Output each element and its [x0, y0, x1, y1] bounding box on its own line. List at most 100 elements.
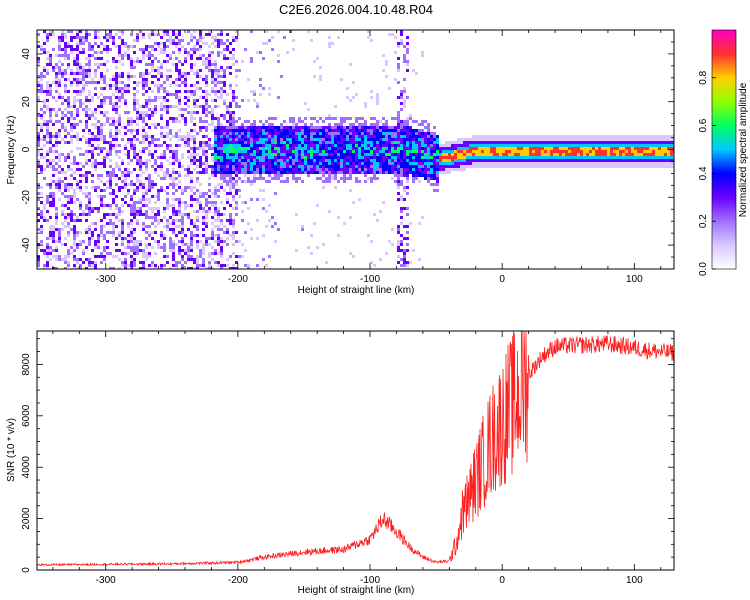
spectrogram-cell [280, 171, 283, 174]
spectrogram-cell [655, 162, 658, 165]
spectrogram-cell [328, 159, 331, 162]
spectrogram-cell [178, 144, 181, 147]
spectrogram-cell [412, 171, 415, 174]
spectrogram-cell [85, 180, 88, 183]
spectrogram-cell [460, 147, 463, 150]
spectrogram-cell [91, 150, 94, 153]
spectrogram-cell [268, 126, 271, 129]
spectrogram-cell [337, 156, 340, 159]
spectrogram-cell [388, 156, 391, 159]
spectrogram-cell [61, 192, 64, 195]
spectrogram-cell [73, 60, 76, 63]
spectrogram-cell [349, 174, 352, 177]
spectrogram-cell [226, 162, 229, 165]
spectrogram-cell [343, 147, 346, 150]
spectrogram-cell [136, 153, 139, 156]
spectrogram-cell [238, 150, 241, 153]
spectrogram-cell [235, 144, 238, 147]
spectrogram-cell [151, 114, 154, 117]
spectrogram-cell [223, 207, 226, 210]
spectrogram-cell [238, 129, 241, 132]
spectrogram-cell [205, 222, 208, 225]
spectrogram-cell [577, 135, 580, 138]
spectrogram-cell [283, 144, 286, 147]
spectrogram-cell [325, 150, 328, 153]
spectrogram-cell [391, 129, 394, 132]
spectrogram-cell [85, 36, 88, 39]
spectrogram-cell [91, 96, 94, 99]
spectrogram-cell [142, 72, 145, 75]
spectrogram-cell [55, 99, 58, 102]
spectrogram-cell [238, 156, 241, 159]
spectrogram-cell [202, 246, 205, 249]
spectrogram-cell [325, 126, 328, 129]
spectrogram-cell [421, 156, 424, 159]
spectrogram-cell [85, 96, 88, 99]
spectrogram-cell [220, 153, 223, 156]
spectrogram-cell [523, 150, 526, 153]
spectrogram-cell [235, 147, 238, 150]
spectrogram-cell [127, 243, 130, 246]
spectrogram-cell [61, 153, 64, 156]
spectrogram-cell [529, 135, 532, 138]
spectrogram-cell [55, 168, 58, 171]
spectrogram-cell [319, 117, 322, 120]
spectrogram-cell [340, 78, 343, 81]
spectrogram-cell [403, 159, 406, 162]
spectrogram-cell [88, 237, 91, 240]
spectrogram-cell [451, 153, 454, 156]
spectrogram-cell [226, 192, 229, 195]
spectrogram-cell [124, 186, 127, 189]
spectrogram-cell [301, 165, 304, 168]
spectrogram-cell [562, 162, 565, 165]
spectrogram-cell [166, 90, 169, 93]
spectrogram-cell [187, 267, 190, 269]
spectrogram-cell [418, 132, 421, 135]
spectrogram-cell [127, 84, 130, 87]
spectrogram-cell [418, 168, 421, 171]
spectrogram-cell [163, 45, 166, 48]
spectrogram-cell [202, 141, 205, 144]
spectrogram-cell [202, 264, 205, 267]
spectrogram-cell [157, 192, 160, 195]
spectrogram-cell [619, 156, 622, 159]
spectrogram-cell [166, 225, 169, 228]
spectrogram-cell [478, 156, 481, 159]
spectrogram-cell [328, 36, 331, 39]
spectrogram-cell [220, 174, 223, 177]
spectrogram-cell [61, 123, 64, 126]
spectrogram-cell [82, 84, 85, 87]
spectrogram-cell [364, 162, 367, 165]
spectrogram-cell [127, 54, 130, 57]
spectrogram-cell [403, 258, 406, 261]
spectrogram-cell [604, 153, 607, 156]
spectrogram-cell [424, 156, 427, 159]
spectrogram-cell [70, 216, 73, 219]
spectrogram-cell [64, 159, 67, 162]
spectrogram-cell [406, 243, 409, 246]
spectrogram-cell [46, 63, 49, 66]
spectrogram-cell [319, 141, 322, 144]
spectrogram-cell [187, 252, 190, 255]
spectrogram-cell [40, 84, 43, 87]
spectrogram-cell [121, 63, 124, 66]
spectrogram-cell [634, 153, 637, 156]
spectrogram-cell [652, 141, 655, 144]
spectrogram-cell [124, 111, 127, 114]
spectrogram-cell [562, 156, 565, 159]
spectrogram-cell [403, 255, 406, 258]
spectrogram-cell [235, 153, 238, 156]
spectrogram-cell [133, 231, 136, 234]
spectrogram-cell [184, 117, 187, 120]
spectrogram-cell [487, 156, 490, 159]
spectrogram-cell [232, 183, 235, 186]
spectrogram-cell [316, 138, 319, 141]
spectrogram-cell [601, 141, 604, 144]
spectrogram-cell [220, 159, 223, 162]
spectrogram-cell [628, 159, 631, 162]
spectrogram-cell [85, 63, 88, 66]
spectrogram-cell [193, 99, 196, 102]
spectrogram-cell [400, 243, 403, 246]
spectrogram-cell [652, 147, 655, 150]
spectrogram-cell [235, 267, 238, 269]
